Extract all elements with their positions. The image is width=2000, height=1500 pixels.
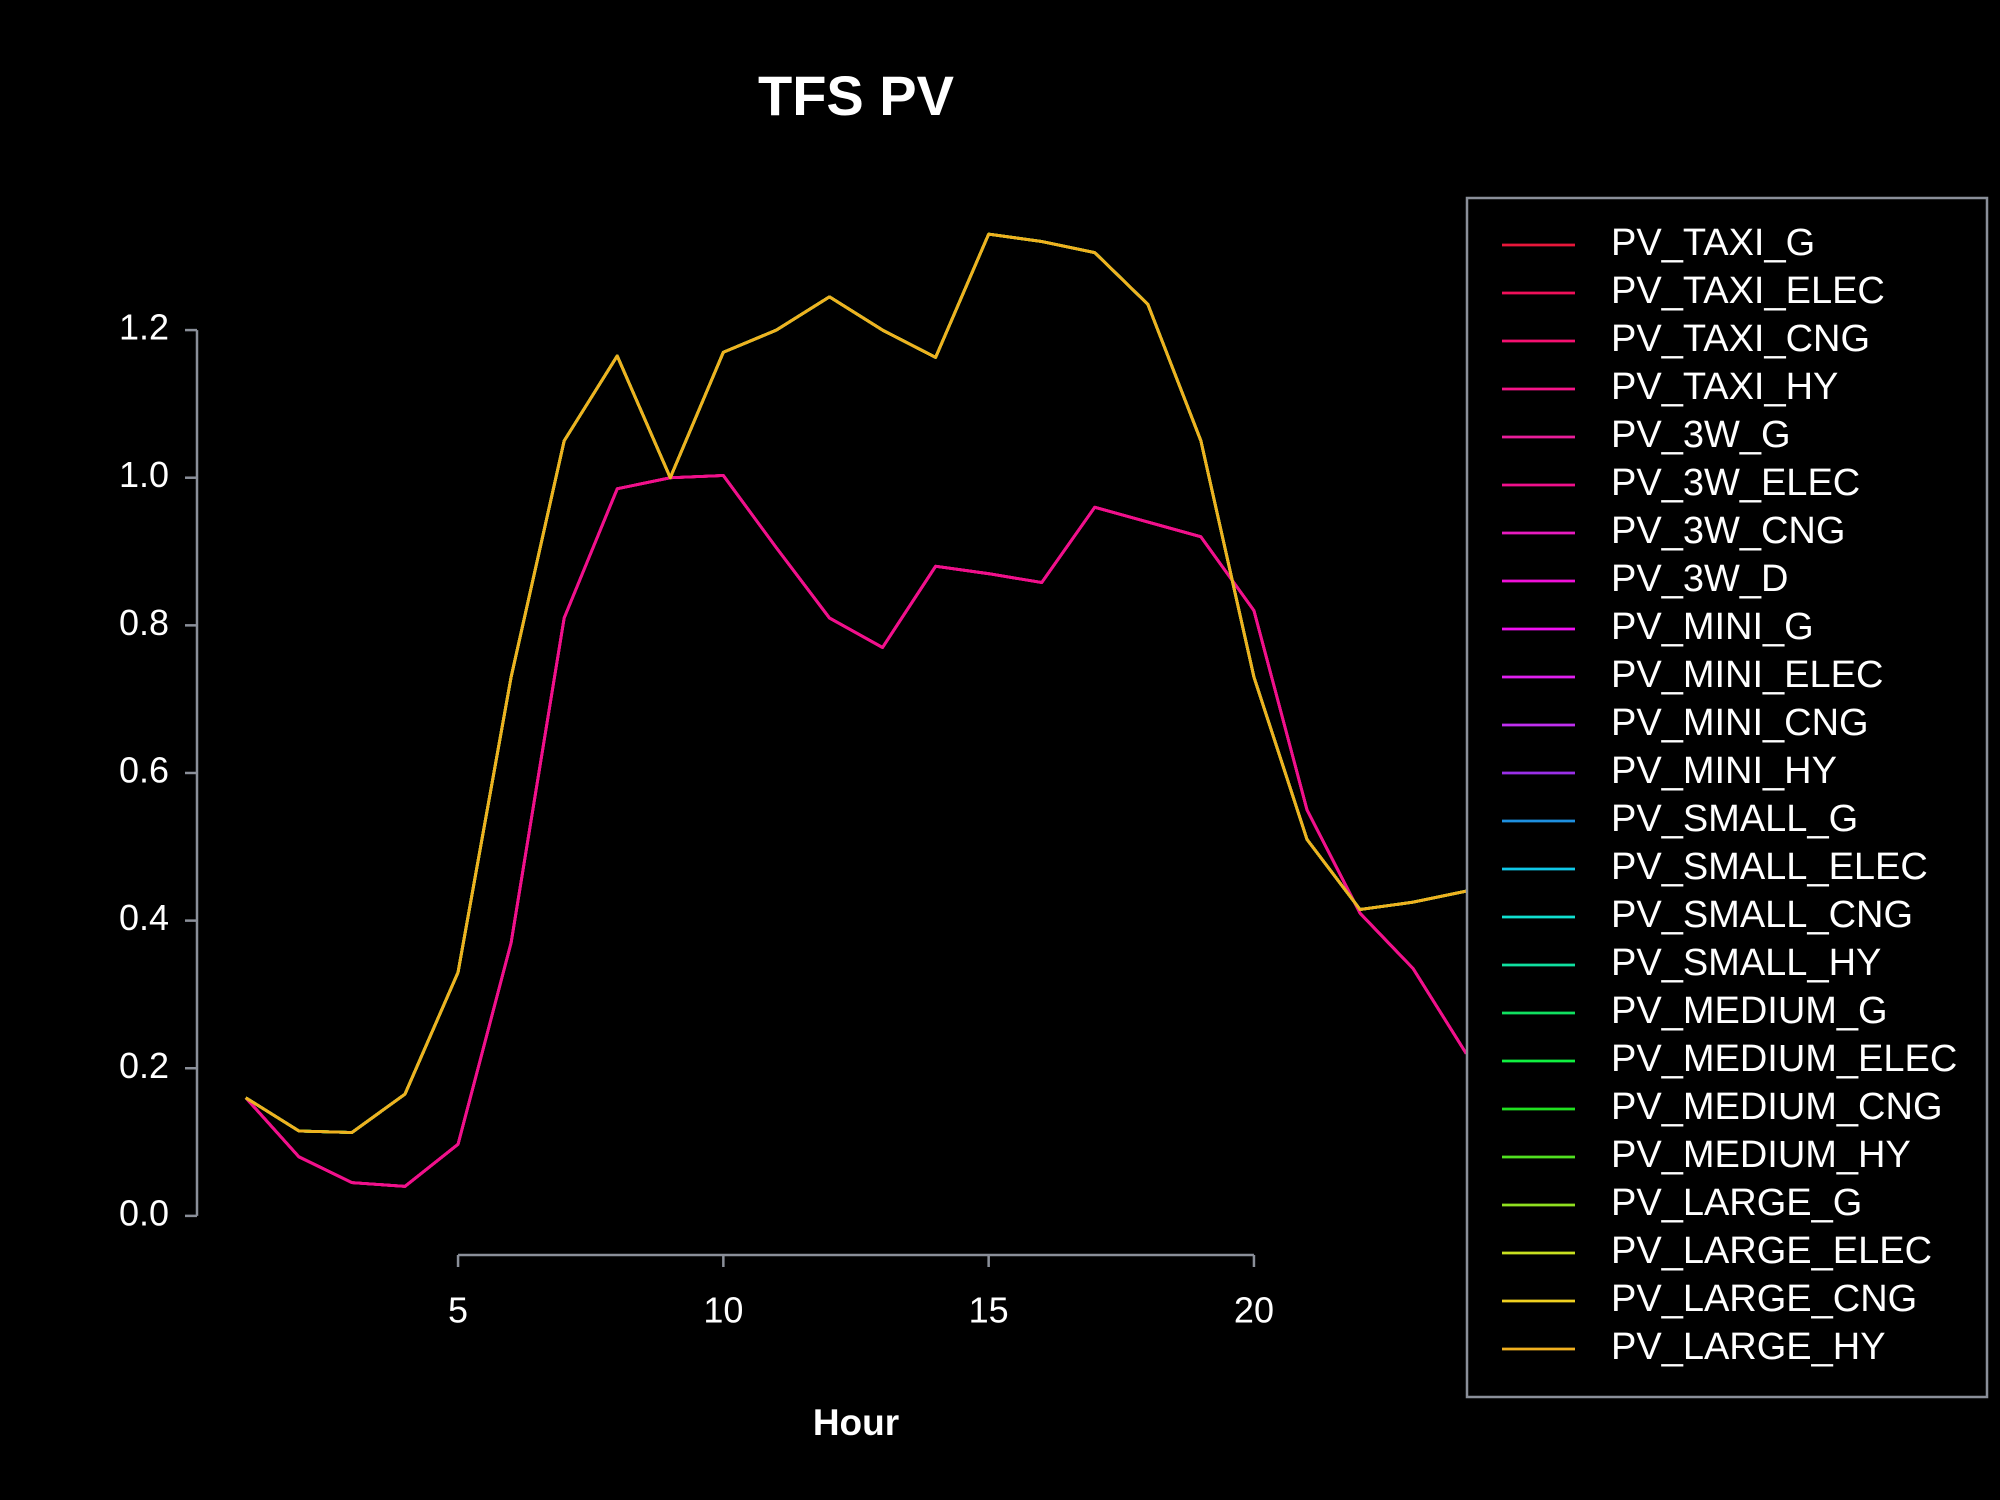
legend-label: PV_MINI_ELEC <box>1611 654 1883 696</box>
legend-label: PV_MINI_G <box>1611 606 1814 648</box>
chart-title: TFS PV <box>758 64 954 127</box>
legend-label: PV_MEDIUM_CNG <box>1611 1086 1943 1128</box>
legend-label: PV_MEDIUM_G <box>1611 990 1888 1032</box>
legend-label: PV_MEDIUM_ELEC <box>1611 1038 1957 1080</box>
legend-label: PV_TAXI_ELEC <box>1611 270 1885 312</box>
legend-label: PV_SMALL_ELEC <box>1611 846 1928 888</box>
legend-label: PV_TAXI_CNG <box>1611 318 1870 360</box>
x-tick-label: 5 <box>448 1290 468 1331</box>
series-line <box>244 474 1468 1188</box>
y-tick-label: 0.8 <box>119 602 169 643</box>
legend-label: PV_TAXI_G <box>1611 222 1815 264</box>
y-tick-label: 0.2 <box>119 1045 169 1086</box>
legend-label: PV_3W_G <box>1611 414 1791 456</box>
legend-label: PV_3W_CNG <box>1611 510 1845 552</box>
legend-label: PV_MINI_HY <box>1611 750 1837 792</box>
y-tick-label: 0.6 <box>119 749 169 790</box>
legend-box <box>1465 196 1989 1399</box>
series-line <box>245 232 1467 1134</box>
legend-label: PV_LARGE_HY <box>1611 1326 1886 1368</box>
x-tick-label: 15 <box>969 1290 1009 1331</box>
x-axis-label: Hour <box>813 1402 899 1443</box>
legend-label: PV_LARGE_CNG <box>1611 1278 1917 1320</box>
legend-label: PV_TAXI_HY <box>1611 366 1838 408</box>
legend-label: PV_SMALL_CNG <box>1611 894 1913 936</box>
legend-label: PV_SMALL_HY <box>1611 942 1881 984</box>
legend-label: PV_3W_D <box>1611 558 1788 600</box>
legend-label: PV_SMALL_G <box>1611 798 1858 840</box>
x-tick-label: 10 <box>703 1290 743 1331</box>
legend-label: PV_LARGE_ELEC <box>1611 1230 1932 1272</box>
x-tick-label: 20 <box>1234 1290 1274 1331</box>
legend-label: PV_MEDIUM_HY <box>1611 1134 1911 1176</box>
legend-label: PV_LARGE_G <box>1611 1182 1862 1224</box>
legend-label: PV_3W_ELEC <box>1611 462 1860 504</box>
legend-label: PV_MINI_CNG <box>1611 702 1869 744</box>
y-tick-label: 0.0 <box>119 1192 169 1233</box>
y-tick-label: 1.2 <box>119 307 169 348</box>
y-tick-label: 1.0 <box>119 454 169 495</box>
y-tick-label: 0.4 <box>119 897 169 938</box>
